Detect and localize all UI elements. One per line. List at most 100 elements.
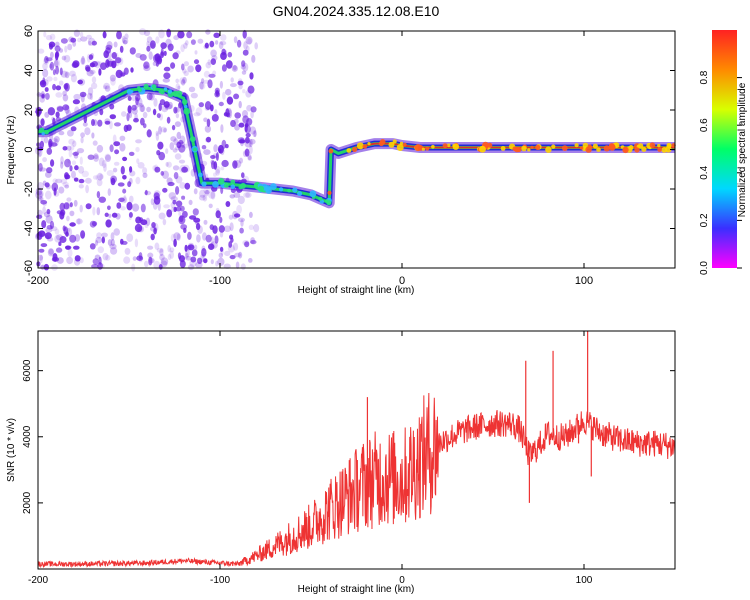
speckle-mark	[179, 164, 187, 173]
speckle-mark	[40, 264, 45, 271]
speckle-mark	[232, 242, 239, 251]
ridge-blob	[649, 142, 656, 148]
speckle-mark	[238, 139, 246, 144]
speckle-mark	[54, 45, 61, 52]
speckle-mark	[109, 120, 113, 130]
ridge-blob	[579, 146, 584, 150]
speckle-mark	[93, 154, 99, 162]
speckle-mark	[148, 51, 153, 60]
speckle-mark	[72, 99, 80, 105]
speckle-mark	[39, 140, 44, 149]
speckle-mark	[46, 225, 53, 230]
speckle-mark	[233, 36, 238, 44]
speckle-mark	[184, 244, 188, 252]
speckle-mark	[249, 72, 254, 80]
speckle-mark	[175, 206, 182, 212]
speckle-mark	[109, 74, 116, 82]
speckle-mark	[193, 217, 201, 223]
speckle-mark	[203, 258, 208, 264]
ridge-blob	[230, 179, 236, 185]
speckle-mark	[213, 144, 218, 153]
speckle-mark	[198, 194, 206, 201]
ridge-blob	[592, 143, 598, 149]
speckle-mark	[218, 225, 225, 233]
speckle-mark	[154, 166, 161, 173]
speckle-mark	[221, 64, 227, 72]
speckle-mark	[87, 92, 93, 100]
speckle-mark	[240, 263, 246, 271]
speckle-mark	[207, 79, 213, 89]
speckle-mark	[52, 252, 58, 262]
speckle-mark	[69, 210, 75, 217]
speckle-mark	[181, 63, 185, 71]
speckle-mark	[202, 194, 208, 202]
speckle-mark	[69, 165, 73, 172]
speckle-mark	[46, 167, 53, 174]
speckle-mark	[145, 217, 151, 226]
speckle-mark	[74, 150, 80, 156]
speckle-mark	[215, 165, 221, 174]
speckle-mark	[135, 216, 142, 224]
ridge-blob	[521, 145, 527, 152]
speckle-mark	[62, 146, 68, 151]
speckle-mark	[69, 222, 76, 227]
speckle-mark	[197, 225, 203, 234]
speckle-mark	[146, 45, 151, 52]
ridge-blob	[421, 147, 425, 151]
speckle-mark	[204, 189, 210, 195]
speckle-mark	[187, 244, 195, 251]
spectrogram-xlabel: Height of straight line (km)	[298, 285, 415, 296]
speckle-mark	[203, 79, 210, 84]
speckle-mark	[224, 250, 231, 257]
speckle-mark	[153, 227, 157, 235]
speckle-mark	[165, 103, 173, 110]
speckle-mark	[174, 146, 181, 151]
speckle-mark	[209, 40, 215, 48]
speckle-mark	[165, 38, 172, 48]
speckle-mark	[129, 166, 133, 173]
speckle-mark	[132, 256, 137, 261]
speckle-mark	[45, 190, 52, 200]
speckle-mark	[73, 177, 79, 182]
speckle-mark	[90, 82, 98, 90]
speckle-mark	[131, 104, 137, 111]
speckle-mark	[137, 162, 145, 169]
speckle-mark	[101, 236, 106, 244]
speckle-mark	[87, 87, 94, 96]
speckle-mark	[122, 188, 127, 194]
ridge-blob	[392, 139, 397, 144]
speckle-mark	[39, 167, 47, 172]
speckle-mark	[55, 247, 63, 253]
ridge-blob	[346, 148, 352, 153]
ridge-blob	[425, 146, 430, 151]
speckle-mark	[163, 128, 167, 133]
speckle-mark	[150, 198, 155, 206]
ridge-blob	[551, 144, 556, 149]
colorbar-gradient	[712, 30, 737, 268]
speckle-mark	[160, 51, 165, 58]
speckle-mark	[203, 117, 208, 123]
speckle-mark	[233, 118, 239, 125]
speckle-mark	[110, 239, 115, 247]
speckle-mark	[249, 138, 253, 148]
speckle-mark	[237, 195, 245, 205]
speckle-mark	[205, 136, 212, 143]
speckle-mark	[152, 108, 157, 116]
speckle-mark	[249, 126, 257, 135]
speckle-mark	[205, 29, 211, 35]
speckle-mark	[214, 109, 218, 115]
ridge-blob	[527, 148, 531, 152]
speckle-mark	[159, 253, 165, 261]
speckle-mark	[213, 32, 220, 38]
speckle-mark	[192, 208, 199, 216]
speckle-mark	[154, 242, 160, 250]
ridge-blob	[158, 89, 163, 94]
ridge-blob	[545, 146, 552, 153]
speckle-mark	[158, 264, 163, 270]
snr-x-ticks: -200 -100 0 100	[28, 331, 593, 586]
speckle-mark	[213, 172, 217, 177]
colorbar-tick-label: 0.6	[699, 118, 710, 132]
speckle-mark	[53, 136, 60, 143]
snr-panel: -200 -100 0 100 2000 4000 6000 Height of stra…	[6, 330, 676, 595]
speckle-mark	[54, 59, 59, 68]
